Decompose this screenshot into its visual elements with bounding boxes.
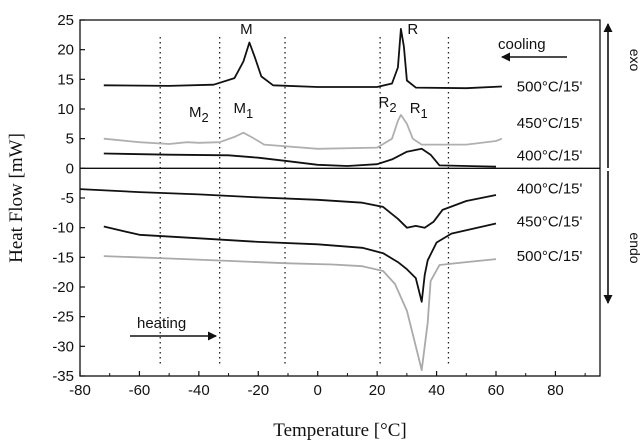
peak-label-R: R	[407, 21, 418, 38]
curve-label-c400: 400°C/15'	[517, 147, 583, 164]
curve-label-c500: 500°C/15'	[517, 78, 583, 95]
series-line-1	[104, 115, 502, 149]
curve-labels: 500°C/15' 450°C/15' 400°C/15' 400°C/15' 450°…	[517, 78, 583, 265]
y-tick-label-11: -30	[52, 338, 74, 355]
y-tick-label-1: 20	[57, 42, 74, 59]
y-tick-label-10: -25	[52, 309, 74, 326]
peak-annotations: M R M2 M1 R2 R1	[189, 21, 428, 125]
y-tick-label-0: 25	[57, 12, 74, 29]
y-tick-label-4: 5	[66, 131, 74, 148]
curve-label-h450: 450°C/15'	[517, 214, 583, 231]
peak-label-R1: R1	[410, 100, 428, 121]
y-tick-label-2: 15	[57, 71, 74, 88]
x-tick-label-2: -40	[188, 382, 210, 399]
series-line-3	[80, 189, 496, 228]
y-tick-label-9: -20	[52, 279, 74, 296]
curve-label-h500: 500°C/15'	[517, 248, 583, 265]
endo-label: endo	[627, 232, 641, 263]
x-tick-label-3: -20	[247, 382, 269, 399]
y-tick-label-7: -10	[52, 220, 74, 237]
y-axis-title: Heat Flow [mW]	[6, 133, 27, 263]
x-axis-title: Temperature [°C]	[273, 420, 406, 441]
peak-label-M: M	[240, 21, 253, 38]
series-line-0	[104, 29, 502, 88]
cooling-label: cooling	[498, 36, 546, 53]
peak-label-M1: M1	[234, 100, 254, 121]
x-tick-label-7: 60	[488, 382, 505, 399]
x-tick-label-5: 20	[369, 382, 386, 399]
exo-endo-indicator: exo endo	[608, 24, 641, 303]
y-tick-label-5: 0	[66, 160, 74, 177]
x-tick-label-6: 40	[428, 382, 445, 399]
cooling-indicator: cooling	[498, 36, 567, 57]
x-tick-label-8: 80	[547, 382, 564, 399]
x-tick-label-4: 0	[314, 382, 322, 399]
y-tick-label-6: -5	[61, 190, 74, 207]
heating-indicator: heating	[130, 315, 216, 336]
curve-label-c450: 450°C/15'	[517, 115, 583, 132]
curve-label-h400: 400°C/15'	[517, 181, 583, 198]
peak-label-M2: M2	[189, 104, 209, 125]
y-tick-label-8: -15	[52, 249, 74, 266]
series-line-4	[104, 224, 496, 302]
x-tick-label-1: -60	[129, 382, 151, 399]
y-tick-label-3: 10	[57, 101, 74, 118]
peak-label-R2: R2	[379, 94, 397, 115]
series-line-2	[104, 149, 496, 167]
heating-label: heating	[137, 315, 186, 332]
series-line-5	[104, 256, 496, 370]
y-tick-label-12: -35	[52, 368, 74, 385]
exo-label: exo	[627, 49, 641, 72]
ticks: -80 -60 -40 -20 0 20 40 60 802520151050-5-10-15-…	[52, 12, 585, 399]
